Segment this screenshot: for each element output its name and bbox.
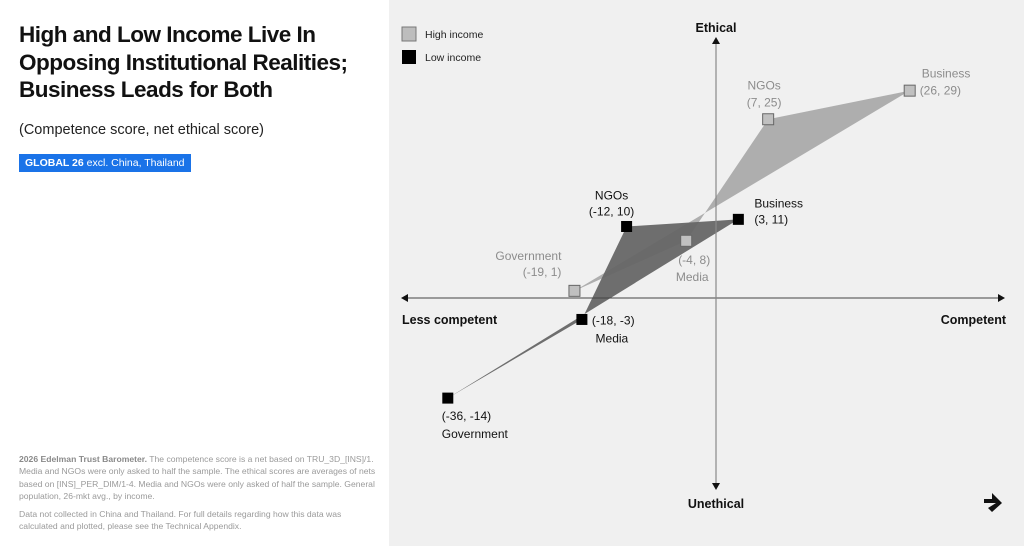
legend-label-high-income: High income	[425, 29, 484, 41]
low-income-value-media: (-18, -3)	[592, 313, 635, 327]
chart-panel: Ethical Unethical Less competent Compete…	[389, 0, 1024, 546]
y-axis-down-arrow	[712, 483, 720, 490]
high-income-marker-business	[903, 84, 916, 97]
low-income-marker-business	[732, 213, 744, 225]
high-income-value-media: (-4, 8)	[678, 253, 710, 267]
high-income-label-ngos: NGOs	[747, 78, 780, 92]
x-axis-label-right: Competent	[941, 313, 1007, 327]
y-axis-up-arrow	[712, 37, 720, 44]
x-axis-label-left: Less competent	[402, 313, 498, 327]
y-axis-label-bottom: Unethical	[688, 497, 744, 511]
scope-badge-bold: GLOBAL 26	[25, 157, 84, 169]
low-income-marker-media	[576, 313, 588, 325]
high-income-label-media: Media	[676, 270, 709, 284]
scope-badge: GLOBAL 26 excl. China, Thailand	[19, 154, 191, 172]
scatter-chart: Ethical Unethical Less competent Compete…	[401, 21, 1007, 512]
next-arrow-icon[interactable]	[984, 493, 1002, 512]
source-note-text: The competence score is a net based on T…	[19, 454, 376, 501]
high-income-value-government: (-19, 1)	[523, 265, 562, 279]
scope-badge-rest: excl. China, Thailand	[83, 157, 185, 169]
left-panel: High and Low Income Live In Opposing Ins…	[0, 0, 389, 546]
high-income-label-business: Business	[922, 67, 971, 81]
legend-swatch-low-income	[402, 50, 416, 64]
page-title: High and Low Income Live In Opposing Ins…	[19, 22, 348, 102]
legend-swatch-high-income	[401, 26, 417, 42]
data-note: Data not collected in China and Thailand…	[19, 509, 342, 532]
y-axis-label-top: Ethical	[696, 21, 737, 35]
low-income-label-media: Media	[596, 331, 629, 345]
high-income-marker-ngos	[762, 113, 775, 126]
low-income-marker-ngos	[621, 221, 633, 232]
page-subtitle: (Competence score, net ethical score)	[19, 122, 264, 138]
high-income-label-government: Government	[495, 249, 562, 263]
high-income-marker-media	[680, 234, 693, 247]
high-income-value-ngos: (7, 25)	[747, 95, 782, 109]
low-income-label-government: Government	[442, 427, 509, 441]
legend: High income Low income	[401, 26, 484, 64]
source-note: 2026 Edelman Trust Barometer. The compet…	[19, 453, 381, 502]
low-income-label-business: Business	[754, 196, 803, 210]
low-income-value-ngos: (-12, 10)	[589, 205, 634, 219]
high-income-marker-government	[568, 284, 581, 297]
low-income-value-government: (-36, -14)	[442, 409, 491, 423]
low-income-area	[447, 219, 739, 399]
low-income-label-ngos: NGOs	[595, 189, 628, 203]
source-note-bold: 2026 Edelman Trust Barometer.	[19, 454, 148, 464]
low-income-marker-government	[442, 392, 454, 404]
low-income-value-business: (3, 11)	[754, 212, 788, 226]
high-income-value-business: (26, 29)	[920, 84, 961, 98]
axes	[401, 37, 1005, 490]
x-axis-left-arrow	[401, 294, 408, 302]
legend-label-low-income: Low income	[425, 52, 481, 64]
x-axis-right-arrow	[998, 294, 1005, 302]
